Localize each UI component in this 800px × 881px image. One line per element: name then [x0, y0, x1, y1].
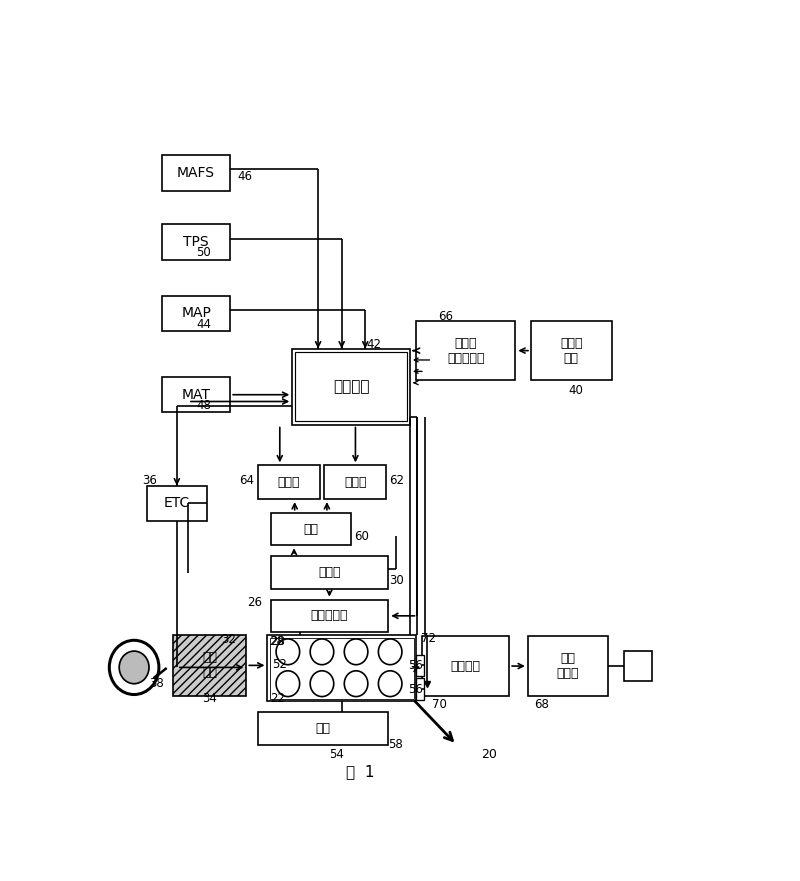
- Text: 60: 60: [354, 530, 369, 543]
- FancyBboxPatch shape: [270, 513, 351, 545]
- Text: MAT: MAT: [182, 388, 210, 402]
- Text: 56: 56: [408, 659, 423, 672]
- FancyBboxPatch shape: [258, 712, 388, 744]
- Text: 进气
歧管: 进气 歧管: [202, 651, 218, 679]
- Text: 52: 52: [272, 657, 287, 670]
- FancyBboxPatch shape: [258, 465, 320, 500]
- Text: 62: 62: [390, 474, 405, 487]
- FancyBboxPatch shape: [162, 155, 230, 190]
- Text: 22: 22: [270, 692, 286, 705]
- Text: 44: 44: [196, 318, 211, 330]
- Text: 28: 28: [269, 635, 283, 648]
- FancyBboxPatch shape: [267, 635, 416, 701]
- FancyBboxPatch shape: [162, 377, 230, 412]
- Text: 42: 42: [366, 338, 382, 351]
- Text: 30: 30: [390, 574, 404, 587]
- FancyBboxPatch shape: [531, 321, 611, 381]
- FancyBboxPatch shape: [325, 465, 386, 500]
- Text: 64: 64: [239, 474, 254, 487]
- FancyBboxPatch shape: [162, 225, 230, 260]
- Text: 36: 36: [142, 474, 157, 487]
- Text: 40: 40: [568, 384, 583, 397]
- Text: MAFS: MAFS: [177, 166, 215, 180]
- FancyBboxPatch shape: [173, 635, 246, 696]
- Text: MAP: MAP: [181, 307, 211, 321]
- FancyBboxPatch shape: [416, 655, 424, 677]
- Text: 72: 72: [421, 632, 435, 645]
- Text: 56: 56: [408, 683, 423, 696]
- Text: 46: 46: [238, 170, 253, 182]
- Text: 排气歧管: 排气歧管: [451, 660, 481, 672]
- Text: 加速器
踏板: 加速器 踏板: [560, 337, 582, 365]
- FancyBboxPatch shape: [416, 678, 424, 700]
- Text: 清洗阀: 清洗阀: [278, 476, 300, 489]
- Text: 图  1: 图 1: [346, 765, 374, 780]
- FancyBboxPatch shape: [528, 636, 608, 696]
- Text: 48: 48: [196, 399, 211, 412]
- Text: 58: 58: [388, 738, 403, 751]
- Text: 68: 68: [534, 698, 549, 711]
- Text: 燃料喷射器: 燃料喷射器: [310, 610, 348, 622]
- Text: 32: 32: [221, 633, 236, 646]
- FancyBboxPatch shape: [292, 349, 410, 425]
- Text: 控制模块: 控制模块: [333, 379, 370, 394]
- Text: 20: 20: [482, 749, 497, 761]
- FancyBboxPatch shape: [416, 321, 515, 381]
- FancyBboxPatch shape: [162, 296, 230, 331]
- Text: 54: 54: [330, 749, 344, 761]
- FancyBboxPatch shape: [422, 636, 510, 696]
- Text: 70: 70: [432, 698, 446, 711]
- FancyBboxPatch shape: [270, 556, 388, 589]
- Text: 催化
转换器: 催化 转换器: [557, 652, 579, 680]
- Text: 66: 66: [438, 309, 453, 322]
- FancyBboxPatch shape: [270, 600, 388, 633]
- Text: 点火: 点火: [316, 722, 330, 735]
- FancyBboxPatch shape: [146, 485, 207, 521]
- Text: 燃料箱: 燃料箱: [318, 566, 341, 579]
- Circle shape: [119, 651, 149, 684]
- Text: 小罐: 小罐: [303, 522, 318, 536]
- Text: ETC: ETC: [164, 496, 190, 510]
- Text: 50: 50: [196, 246, 211, 259]
- Text: 加速器
踏板传感器: 加速器 踏板传感器: [447, 337, 485, 365]
- Text: 28: 28: [270, 635, 286, 648]
- Text: 26: 26: [247, 596, 262, 609]
- Text: TPS: TPS: [183, 235, 209, 249]
- Text: 38: 38: [150, 677, 164, 690]
- FancyBboxPatch shape: [624, 651, 652, 681]
- Text: 34: 34: [202, 692, 217, 705]
- Text: 通风阀: 通风阀: [344, 476, 366, 489]
